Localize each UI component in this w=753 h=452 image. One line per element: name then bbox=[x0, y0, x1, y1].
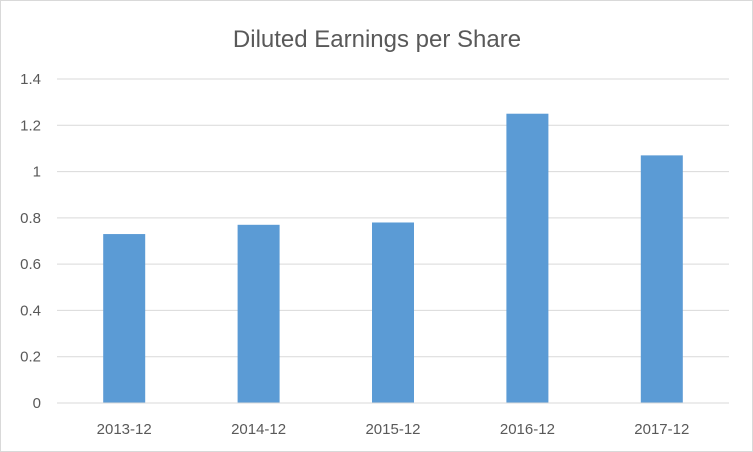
bar-2017-12 bbox=[640, 155, 683, 403]
bars bbox=[103, 113, 683, 403]
bar-2014-12 bbox=[237, 224, 280, 403]
x-tick-label: 2016-12 bbox=[500, 421, 555, 438]
y-tick-label: 0.8 bbox=[20, 210, 41, 227]
y-axis-tick-labels: 0 0.2 0.4 0.6 0.8 1 1.2 1.4 bbox=[20, 71, 41, 412]
x-tick-label: 2017-12 bbox=[634, 421, 689, 438]
x-tick-label: 2014-12 bbox=[231, 421, 286, 438]
y-tick-label: 0.2 bbox=[20, 349, 41, 366]
chart-title: Diluted Earnings per Share bbox=[233, 26, 521, 53]
y-tick-label: 0.4 bbox=[20, 302, 41, 319]
x-tick-label: 2015-12 bbox=[365, 421, 420, 438]
y-tick-label: 0 bbox=[33, 395, 41, 412]
bar-2016-12 bbox=[506, 113, 549, 403]
y-tick-label: 0.6 bbox=[20, 256, 41, 273]
y-tick-label: 1 bbox=[33, 164, 41, 181]
y-tick-label: 1.2 bbox=[20, 117, 41, 134]
x-axis-tick-labels: 2013-12 2014-12 2015-12 2016-12 2017-12 bbox=[97, 421, 690, 438]
bar-2015-12 bbox=[372, 222, 414, 403]
x-tick-label: 2013-12 bbox=[97, 421, 152, 438]
y-tick-label: 1.4 bbox=[20, 71, 41, 88]
bar-2013-12 bbox=[103, 234, 146, 403]
